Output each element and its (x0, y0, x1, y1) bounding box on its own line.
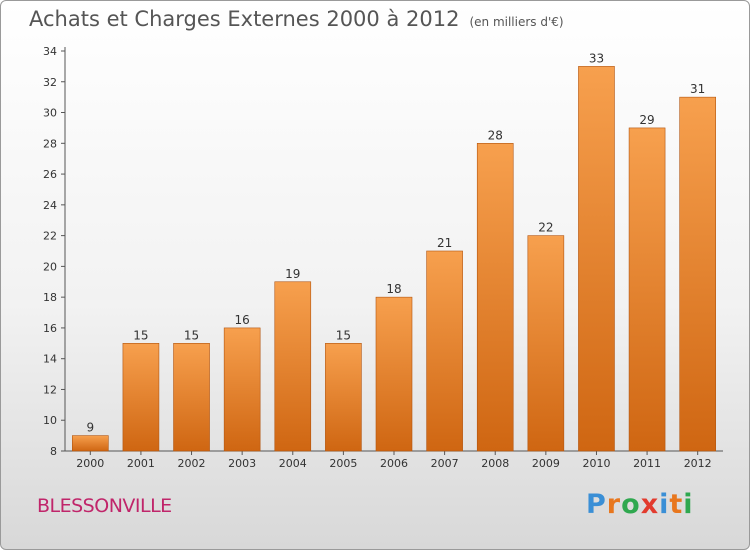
bar-2012 (679, 96, 716, 452)
y-tick-label: 28 (43, 137, 57, 150)
bar-2000 (72, 435, 109, 452)
data-label-2007: 21 (437, 236, 452, 250)
y-tick-label: 20 (43, 260, 57, 273)
x-tick-label-2010: 2010 (582, 457, 610, 470)
chart-labels: 9 15 15 16 19 15 18 21 28 22 33 29 31 (86, 51, 705, 434)
x-tick-label-2000: 2000 (76, 457, 104, 470)
bar-2010 (578, 66, 615, 452)
x-tick-label-2008: 2008 (481, 457, 509, 470)
data-label-2001: 15 (133, 328, 148, 342)
chart-bars (72, 66, 716, 452)
bar-2005 (325, 343, 362, 452)
logo-letter: o (621, 489, 641, 520)
proxiti-logo[interactable]: Proxiti (586, 489, 694, 520)
x-tick-label-2006: 2006 (380, 457, 408, 470)
logo-letter: P (586, 489, 607, 520)
bar-2011 (628, 127, 666, 452)
y-tick-label: 24 (43, 199, 57, 212)
y-tick-label: 16 (43, 322, 57, 335)
x-tick-label-2003: 2003 (228, 457, 256, 470)
bar-2001 (122, 343, 160, 452)
bar-2008 (476, 143, 514, 452)
data-label-2006: 18 (386, 282, 401, 296)
bar-2006 (375, 296, 413, 452)
data-label-2010: 33 (589, 51, 604, 65)
x-tick-label-2002: 2002 (178, 457, 206, 470)
bar-2007 (426, 250, 463, 452)
x-tick-label-2007: 2007 (431, 457, 459, 470)
logo-letter: t (669, 489, 684, 520)
chart-axes: 8 10 12 14 16 18 20 22 24 26 28 30 32 34 2000 2001 2002 2… (43, 45, 723, 470)
data-label-2005: 15 (336, 328, 351, 342)
logo-letter: x (640, 489, 660, 520)
logo-letter: r (606, 489, 622, 520)
logo-letter: i (683, 489, 694, 520)
logo-letter: i (659, 489, 670, 520)
bar-2002 (173, 343, 210, 452)
data-label-2003: 16 (235, 313, 250, 327)
y-tick-label: 8 (50, 445, 57, 458)
data-label-2012: 31 (690, 82, 705, 96)
y-tick-label: 22 (43, 230, 57, 243)
y-tick-label: 32 (43, 76, 57, 89)
bar-2009 (527, 235, 565, 452)
y-tick-label: 18 (43, 291, 57, 304)
x-tick-label-2005: 2005 (329, 457, 357, 470)
data-label-2008: 28 (488, 128, 503, 142)
x-tick-label-2012: 2012 (684, 457, 712, 470)
x-tick-label-2001: 2001 (127, 457, 155, 470)
y-tick-label: 30 (43, 107, 57, 120)
chart-title-text: Achats et Charges Externes 2000 à 2012 (29, 7, 460, 31)
data-label-2000: 9 (86, 421, 94, 435)
data-label-2009: 22 (538, 221, 553, 235)
x-tick-label-2004: 2004 (279, 457, 307, 470)
y-tick-label: 26 (43, 168, 57, 181)
bar-2003 (223, 327, 261, 452)
chart-title: Achats et Charges Externes 2000 à 2012 (e… (29, 7, 564, 31)
data-label-2011: 29 (639, 113, 654, 127)
data-label-2002: 15 (184, 328, 199, 342)
chart-unit: (en milliers d'€) (469, 15, 564, 29)
y-tick-label: 12 (43, 383, 57, 396)
commune-name: BLESSONVILLE (37, 495, 172, 517)
bar-2004 (274, 281, 312, 452)
y-tick-label: 34 (43, 45, 57, 58)
x-tick-label-2011: 2011 (633, 457, 661, 470)
y-tick-label: 10 (43, 414, 57, 427)
y-tick-label: 14 (43, 353, 57, 366)
x-tick-label-2009: 2009 (532, 457, 560, 470)
data-label-2004: 19 (285, 267, 300, 281)
